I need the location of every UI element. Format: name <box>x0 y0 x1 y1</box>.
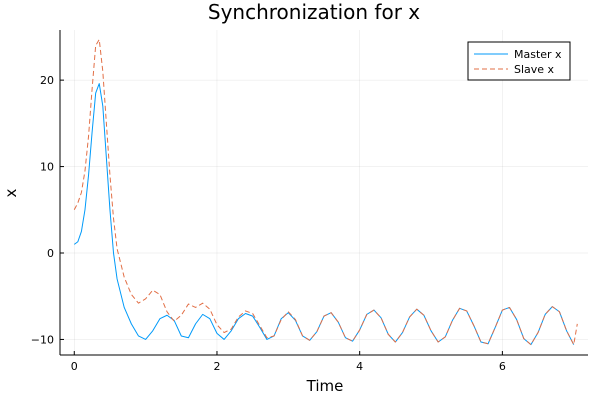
series-line <box>73 39 578 346</box>
grid-lines <box>60 30 588 355</box>
legend-label: Slave x <box>514 63 555 76</box>
y-tick-label: −10 <box>31 333 54 346</box>
legend: Master x Slave x <box>467 41 571 81</box>
chart-title: Synchronization for x <box>208 0 420 24</box>
series-line <box>73 83 575 346</box>
legend-label: Master x <box>514 48 562 61</box>
x-tick-label: 0 <box>71 360 78 373</box>
y-axis-label: x <box>2 188 20 197</box>
tick-labels: 0 2 4 6 −10 0 10 20 <box>31 74 506 373</box>
y-tick-label: 0 <box>47 247 54 260</box>
y-tick-label: 20 <box>40 74 54 87</box>
x-axis-label: Time <box>306 377 344 395</box>
x-tick-label: 6 <box>499 360 506 373</box>
axes <box>59 30 588 356</box>
x-tick-label: 4 <box>356 360 363 373</box>
x-tick-label: 2 <box>213 360 220 373</box>
y-tick-label: 10 <box>40 161 54 174</box>
series-layer <box>73 39 578 346</box>
legend-box <box>467 41 571 81</box>
